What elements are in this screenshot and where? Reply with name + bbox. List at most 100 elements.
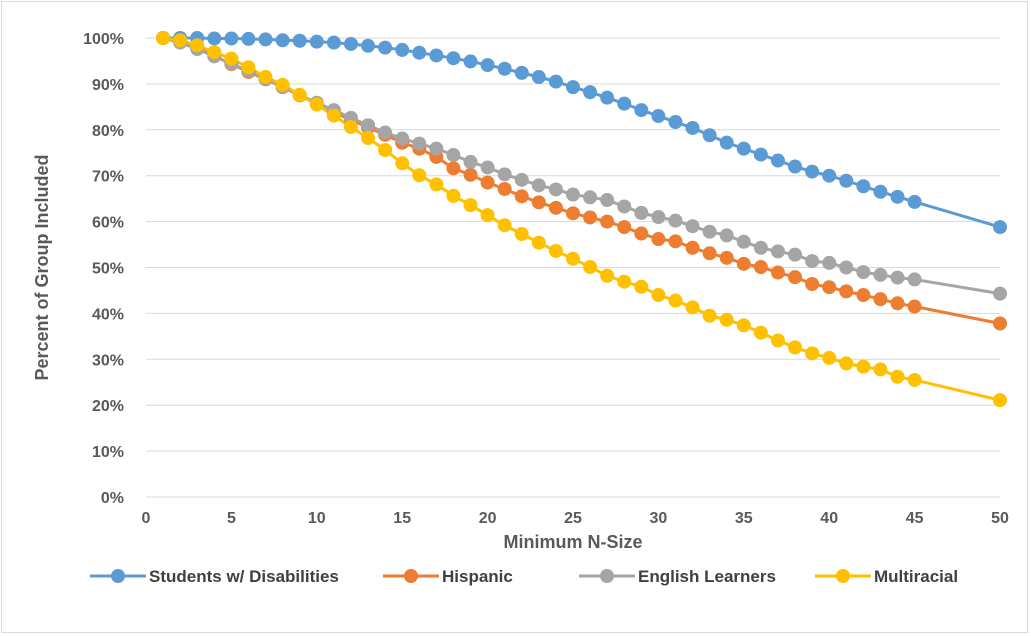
data-point bbox=[531, 235, 546, 250]
data-point bbox=[600, 214, 615, 229]
series-markers bbox=[156, 31, 1007, 408]
data-point bbox=[805, 164, 820, 179]
data-point bbox=[873, 292, 888, 307]
x-tick-label: 50 bbox=[991, 510, 1009, 527]
legend-item: Multiracial bbox=[815, 567, 958, 586]
data-point bbox=[600, 268, 615, 283]
series-line-english-learners bbox=[162, 36, 1001, 296]
data-point bbox=[993, 316, 1007, 331]
data-point bbox=[600, 193, 615, 208]
x-tick-label: 45 bbox=[906, 510, 924, 527]
x-tick-label: 0 bbox=[142, 510, 151, 527]
data-point bbox=[480, 175, 495, 190]
x-tick-label: 5 bbox=[227, 510, 236, 527]
data-point bbox=[805, 346, 820, 361]
data-point bbox=[617, 96, 632, 111]
data-point bbox=[668, 234, 683, 249]
data-point bbox=[753, 260, 768, 275]
data-point bbox=[770, 244, 785, 259]
y-tick-label: 100% bbox=[83, 31, 124, 48]
data-point bbox=[839, 284, 854, 299]
data-point bbox=[770, 265, 785, 280]
data-point bbox=[856, 288, 871, 303]
data-point bbox=[361, 38, 376, 53]
data-point bbox=[685, 120, 700, 135]
y-axis-ticks: 0% 10% 20% 30% 40% 50% 60% 70% 80% 90% 100% bbox=[83, 31, 124, 507]
data-point bbox=[480, 160, 495, 175]
data-point bbox=[275, 77, 290, 92]
data-point bbox=[993, 286, 1007, 301]
data-point bbox=[634, 226, 649, 241]
data-point bbox=[770, 153, 785, 168]
data-point bbox=[514, 65, 529, 80]
data-point bbox=[224, 31, 239, 46]
data-point bbox=[753, 325, 768, 340]
data-point bbox=[429, 177, 444, 192]
y-tick-label: 60% bbox=[92, 215, 124, 232]
data-point bbox=[856, 359, 871, 374]
data-point bbox=[514, 172, 529, 187]
data-point bbox=[548, 243, 563, 258]
data-point bbox=[309, 97, 324, 112]
legend-marker bbox=[404, 569, 418, 583]
data-point bbox=[395, 42, 410, 57]
data-point bbox=[190, 38, 205, 53]
data-point bbox=[668, 114, 683, 129]
data-point bbox=[463, 154, 478, 169]
data-point bbox=[668, 293, 683, 308]
legend-marker bbox=[600, 569, 614, 583]
data-point bbox=[241, 60, 256, 75]
data-point bbox=[617, 274, 632, 289]
data-point bbox=[839, 173, 854, 188]
markers-english-learners bbox=[156, 31, 1007, 301]
data-point bbox=[326, 108, 341, 123]
x-axis-title: Minimum N-Size bbox=[503, 532, 642, 552]
y-tick-label: 20% bbox=[92, 398, 124, 415]
data-point bbox=[566, 206, 580, 221]
data-point bbox=[907, 372, 922, 387]
x-tick-label: 15 bbox=[393, 510, 411, 527]
data-point bbox=[463, 198, 478, 213]
data-point bbox=[822, 280, 837, 295]
data-point bbox=[514, 189, 529, 204]
data-point bbox=[890, 369, 905, 384]
data-point bbox=[788, 270, 803, 285]
data-point bbox=[617, 220, 632, 235]
data-point bbox=[412, 168, 427, 183]
data-point bbox=[873, 362, 888, 377]
data-point bbox=[856, 179, 871, 194]
data-point bbox=[702, 308, 717, 323]
data-point bbox=[805, 277, 820, 292]
data-point bbox=[497, 61, 512, 76]
x-tick-label: 35 bbox=[735, 510, 753, 527]
data-point bbox=[822, 350, 837, 365]
data-point bbox=[566, 251, 580, 266]
series-line-hispanic bbox=[162, 36, 1001, 325]
markers-multiracial bbox=[156, 31, 1007, 408]
data-point bbox=[583, 260, 598, 275]
data-point bbox=[378, 125, 393, 140]
data-point bbox=[258, 70, 273, 85]
data-point bbox=[583, 210, 598, 225]
data-point bbox=[395, 156, 410, 171]
data-point bbox=[907, 194, 922, 209]
data-point bbox=[617, 199, 632, 214]
data-point bbox=[412, 136, 427, 151]
data-point bbox=[531, 70, 546, 85]
data-point bbox=[566, 80, 580, 95]
data-point bbox=[480, 208, 495, 223]
data-point bbox=[531, 178, 546, 193]
data-point bbox=[634, 279, 649, 294]
data-point bbox=[634, 205, 649, 220]
data-point bbox=[583, 85, 598, 100]
data-point bbox=[548, 182, 563, 197]
data-point bbox=[378, 40, 393, 55]
data-point bbox=[822, 168, 837, 183]
x-tick-label: 25 bbox=[564, 510, 582, 527]
y-tick-label: 70% bbox=[92, 169, 124, 186]
data-point bbox=[600, 90, 615, 105]
series-lines bbox=[162, 36, 1001, 402]
data-point bbox=[548, 74, 563, 89]
data-point bbox=[566, 187, 580, 202]
